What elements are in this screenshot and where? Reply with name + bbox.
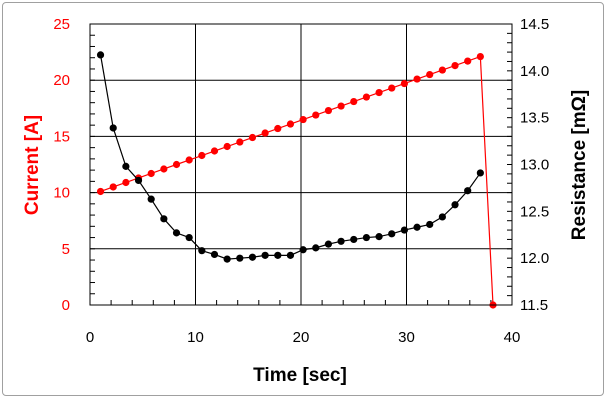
data-point-current: [223, 142, 231, 151]
y2-tick-label: 13.0: [520, 157, 549, 174]
y-tick-label: 10: [53, 185, 70, 202]
data-point-current: [185, 156, 193, 164]
data-point-current: [476, 52, 484, 61]
data-point-current: [210, 147, 219, 155]
data-point-resistance: [350, 235, 358, 244]
data-point-resistance: [236, 254, 244, 262]
data-point-resistance: [312, 244, 320, 252]
data-point-current: [236, 138, 244, 146]
ticks: [89, 23, 513, 306]
data-point-resistance: [198, 247, 206, 255]
y2-tick-label: 12.5: [520, 203, 549, 220]
x-tick-label: 10: [187, 329, 204, 346]
y2-axis-label: Resistance [mΩ]: [569, 90, 590, 240]
x-tick-label: 30: [398, 329, 415, 346]
data-point-current: [312, 111, 320, 119]
data-point-current: [464, 57, 472, 65]
data-point-resistance: [438, 213, 446, 221]
data-point-current: [286, 120, 295, 128]
x-axis-label: Time [sec]: [253, 365, 347, 386]
x-tick-label: 20: [293, 329, 310, 346]
data-point-resistance: [413, 223, 421, 231]
y-tick-label: 15: [53, 128, 70, 145]
data-point-current: [299, 115, 307, 124]
data-point-resistance: [274, 251, 282, 259]
chart-frame: [2, 2, 604, 396]
data-point-current: [350, 97, 358, 106]
data-point-current: [413, 75, 421, 83]
data-point-resistance: [160, 215, 168, 223]
data-point-resistance: [185, 233, 193, 242]
series-layer: [96, 51, 497, 309]
data-point-resistance: [464, 187, 472, 195]
data-point-current: [109, 183, 117, 191]
data-point-current: [400, 79, 408, 88]
data-point-current: [172, 160, 181, 169]
data-point-current: [274, 124, 282, 133]
data-point-resistance: [299, 246, 307, 254]
data-point-resistance: [210, 250, 219, 259]
data-point-current: [451, 61, 459, 70]
data-point-current: [160, 165, 168, 173]
data-point-current: [438, 66, 446, 74]
y2-tick-label: 14.5: [520, 16, 549, 33]
data-point-resistance: [388, 230, 396, 238]
y-tick-label: 25: [53, 16, 70, 33]
data-point-current: [388, 84, 396, 92]
y-tick-label: 20: [53, 72, 70, 89]
x-tick-label: 0: [86, 329, 94, 346]
data-point-resistance: [362, 233, 371, 242]
data-point-resistance: [172, 229, 181, 237]
data-point-resistance: [223, 255, 231, 263]
data-point-current: [324, 106, 333, 115]
y2-tick-label: 12.0: [520, 250, 549, 267]
data-point-current: [147, 169, 155, 178]
data-point-current: [198, 151, 206, 160]
data-point-current: [261, 129, 269, 137]
data-point-resistance: [400, 226, 408, 234]
data-point-current: [362, 93, 371, 101]
data-point-resistance: [134, 176, 143, 185]
data-point-resistance: [96, 51, 105, 59]
y2-tick-label: 14.0: [520, 63, 549, 80]
data-point-resistance: [286, 251, 295, 259]
tick-labels: 0 10 20 30 40 0 5 10 15 20 25 11.5 12.0 12.5 13.0 13.5 1…: [53, 16, 549, 346]
data-point-resistance: [147, 195, 155, 203]
y-tick-label: 5: [62, 241, 70, 258]
x-tick-label: 40: [504, 329, 521, 346]
data-point-resistance: [337, 237, 345, 245]
data-point-resistance: [248, 253, 257, 261]
data-point-current: [122, 178, 130, 187]
series-line-resistance: [99, 54, 481, 260]
y2-tick-label: 13.5: [520, 110, 549, 127]
y-tick-label: 0: [62, 297, 70, 314]
data-point-current: [426, 70, 434, 79]
data-point-resistance: [476, 169, 484, 177]
data-point-resistance: [261, 251, 269, 259]
grid: [90, 24, 512, 305]
series-line-current: [100, 55, 494, 306]
data-point-resistance: [426, 220, 434, 229]
y2-tick-label: 11.5: [520, 297, 548, 314]
data-point-current: [375, 88, 383, 97]
y-axis-label: Current [A]: [22, 115, 43, 215]
data-point-current: [248, 133, 257, 142]
data-point-resistance: [451, 201, 459, 209]
data-point-current: [337, 102, 345, 110]
data-point-resistance: [122, 162, 130, 170]
data-point-current: [96, 187, 105, 196]
plot-area: [89, 23, 513, 306]
data-point-resistance: [324, 240, 333, 248]
data-point-resistance: [109, 124, 117, 132]
data-point-resistance: [375, 233, 383, 241]
